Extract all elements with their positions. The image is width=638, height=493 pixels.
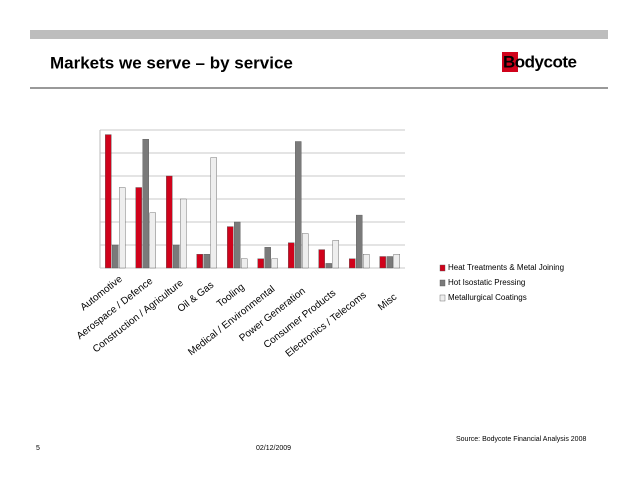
page-number: 5 (36, 445, 40, 452)
bar (173, 244, 180, 269)
bar (203, 253, 210, 269)
bar (119, 187, 126, 269)
legend-swatch (439, 294, 446, 302)
bar (271, 258, 278, 269)
bar (105, 134, 112, 269)
header-bar (30, 30, 608, 39)
logo: Bodycote (503, 52, 577, 71)
bar (112, 244, 119, 269)
bar (295, 141, 302, 269)
bar (210, 157, 217, 269)
bar (363, 253, 370, 269)
legend-swatch (439, 264, 446, 272)
bar (234, 221, 241, 269)
bar (386, 256, 393, 269)
x-tick-label: Misc (376, 292, 399, 313)
source-note: Source: Bodycote Financial Analysis 2008 (456, 436, 586, 443)
bar (349, 258, 356, 269)
bar (302, 233, 309, 269)
bar (149, 212, 156, 269)
bar (142, 138, 149, 269)
logo-mark (502, 52, 518, 72)
bar (264, 247, 271, 269)
legend-label: Metallurgical Coatings (448, 293, 527, 302)
bar (318, 249, 325, 269)
bar (288, 242, 295, 269)
bar (257, 258, 264, 269)
legend-swatch (439, 279, 446, 287)
bar (196, 253, 203, 269)
bar (332, 240, 339, 269)
legend-label: Heat Treatments & Metal Joining (448, 263, 564, 272)
bar (227, 226, 234, 269)
bar (135, 187, 142, 269)
bar (241, 258, 248, 269)
date: 02/12/2009 (256, 445, 291, 452)
bar (393, 253, 400, 269)
bar (166, 175, 173, 269)
slide-title: Markets we serve – by service (50, 53, 293, 72)
bar (379, 256, 386, 269)
bar (325, 263, 332, 269)
legend-label: Hot Isostatic Pressing (448, 278, 525, 287)
bar (356, 214, 363, 269)
bar (180, 198, 187, 269)
